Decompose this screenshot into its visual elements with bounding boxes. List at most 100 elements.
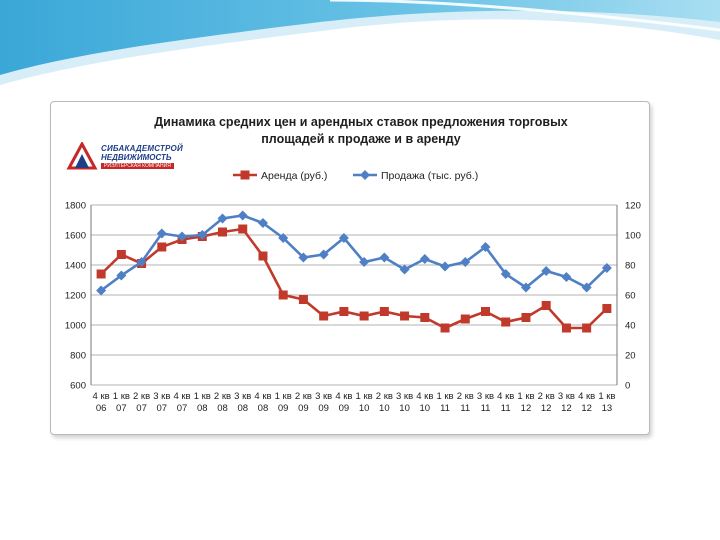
data-point-rent: [440, 323, 450, 333]
y-left-tick-label: 1600: [65, 231, 86, 242]
data-point-sale: [177, 231, 188, 242]
data-point-rent: [339, 307, 349, 316]
header-swoosh-highlight: [329, 0, 720, 32]
y-left-tick-label: 1000: [65, 321, 86, 332]
x-tick-label: 1 кв 10: [356, 391, 373, 414]
y-right-tick-label: 120: [625, 201, 641, 212]
y-left-tick-label: 1800: [65, 201, 86, 212]
x-tick-label: 1 кв 13: [598, 391, 615, 414]
y-right-tick-label: 20: [625, 351, 636, 362]
x-tick-label: 4 кв 06: [93, 391, 110, 414]
data-point-rent: [298, 295, 308, 304]
x-tick-label: 1 кв 09: [275, 391, 292, 414]
x-tick-label: 4 кв 12: [578, 391, 595, 414]
x-tick-label: 4 кв 08: [254, 391, 271, 414]
x-tick-label: 4 кв 10: [416, 391, 433, 414]
legend-label-sale: Продажа (тыс. руб.): [381, 170, 478, 182]
x-tick-label: 3 кв 12: [558, 391, 575, 414]
data-point-sale: [601, 263, 612, 273]
data-point-sale: [480, 242, 491, 252]
data-point-sale: [440, 261, 451, 272]
data-point-sale: [359, 257, 370, 267]
axes: 1800 120 1600 100 1400 80 1200 60 1000 40 800 20 600…: [65, 201, 641, 415]
logo-line2: НЕДВИЖИМОСТЬ: [101, 153, 172, 162]
data-point-sale: [257, 218, 268, 228]
logo-mark-icon: [66, 142, 98, 170]
company-logo: СИБАКАДЕМСТРОЙ НЕДВИЖИМОСТЬ РИЭЛТЕРСКАЯ …: [65, 142, 183, 172]
x-tick-label: 1 кв 12: [517, 391, 534, 414]
data-point-sale: [460, 257, 471, 267]
data-point-rent: [157, 242, 167, 252]
data-point-rent: [218, 227, 227, 237]
chart-plot: 1800 120 1600 100 1400 80 1200 60 1000 40 800 20 600…: [65, 170, 641, 415]
data-point-sale: [197, 230, 208, 240]
data-point-sale: [541, 266, 552, 276]
data-point-rent: [96, 269, 106, 279]
data-point-sale: [278, 233, 289, 243]
data-point-rent: [420, 313, 430, 322]
data-point-rent: [582, 323, 592, 333]
legend-marker-sale: [360, 170, 370, 180]
data-point-rent: [400, 311, 410, 321]
data-point-rent: [501, 317, 511, 327]
gridlines: [91, 204, 617, 386]
header-swoosh: [0, 0, 720, 75]
data-point-rent: [238, 224, 248, 234]
data-point-rent: [460, 314, 470, 324]
data-point-rent: [258, 251, 268, 261]
x-tick-label: 1 кв 08: [194, 391, 211, 414]
x-tick-label: 2 кв 08: [214, 391, 231, 414]
data-point-sale: [156, 228, 167, 239]
data-point-sale: [520, 282, 531, 293]
x-tick-label: 4 кв 11: [497, 391, 514, 414]
logo-line3: РИЭЛТЕРСКАЯ КОМПАНИЯ: [101, 163, 174, 169]
data-point-sale: [500, 269, 511, 279]
data-point-rent: [561, 323, 571, 333]
x-tick-label: 2 кв 07: [133, 391, 150, 414]
chart-title: Динамика средних цен и арендных ставок п…: [154, 115, 568, 146]
x-tick-label: 1 кв 11: [436, 391, 453, 414]
data-point-sale: [217, 213, 228, 224]
logo-line1: СИБАКАДЕМСТРОЙ: [101, 144, 183, 153]
data-point-rent: [602, 304, 612, 313]
data-point-rent: [359, 311, 369, 321]
data-point-rent: [541, 301, 551, 310]
data-point-sale: [338, 233, 349, 243]
data-point-sale: [561, 272, 572, 282]
data-point-rent: [278, 290, 288, 300]
y-left-tick-label: 1400: [65, 261, 86, 272]
chart-frame: 1800 120 1600 100 1400 80 1200 60 1000 40 800 20 600…: [50, 101, 650, 435]
series: [96, 210, 612, 333]
data-point-sale: [96, 285, 107, 296]
x-tick-label: 3 кв 09: [315, 391, 332, 414]
y-left-tick-label: 800: [70, 351, 86, 362]
legend: Аренда (руб.) Продажа (тыс. руб.): [233, 170, 478, 182]
data-point-rent: [319, 311, 329, 321]
x-tick-label: 2 кв 09: [295, 391, 312, 414]
data-point-sale: [581, 282, 592, 293]
series-line-sale: [100, 214, 608, 292]
y-right-tick-label: 0: [625, 381, 630, 392]
y-right-tick-label: 80: [625, 261, 636, 272]
data-point-sale: [298, 252, 309, 263]
data-point-rent: [116, 250, 126, 259]
data-point-rent: [379, 307, 389, 316]
x-tick-label: 3 кв 11: [477, 391, 494, 414]
data-point-sale: [116, 270, 127, 281]
y-left-tick-label: 600: [70, 381, 86, 392]
data-point-rent: [521, 313, 531, 322]
y-right-tick-label: 100: [625, 231, 641, 242]
x-tick-label: 2 кв 12: [538, 391, 555, 414]
data-point-sale: [237, 210, 248, 221]
data-point-sale: [136, 257, 147, 267]
data-point-sale: [399, 264, 410, 275]
legend-label-rent: Аренда (руб.): [261, 170, 327, 182]
x-tick-label: 2 кв 11: [457, 391, 474, 414]
x-tick-label: 3 кв 10: [396, 391, 413, 414]
x-tick-label: 1 кв 07: [113, 391, 130, 414]
data-point-rent: [481, 307, 490, 316]
x-tick-label: 3 кв 07: [153, 391, 170, 414]
data-point-sale: [379, 252, 390, 263]
y-right-tick-label: 60: [625, 291, 636, 302]
